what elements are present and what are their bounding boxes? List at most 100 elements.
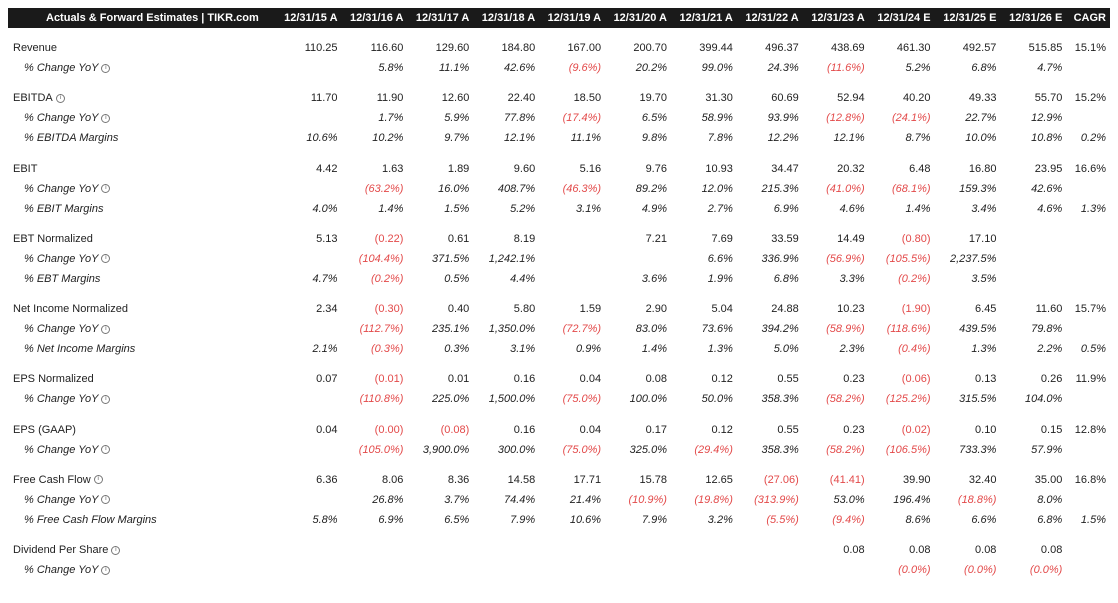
metric-label: % Change YoY (8, 249, 276, 269)
metric-row: EPS (GAAP) 0.04 (0.00) (0.08) 0.16 0.04 0.17 0.… (8, 420, 1110, 440)
value-cell (539, 229, 605, 249)
period-header[interactable]: 12/31/25 E (934, 8, 1001, 28)
cagr-cell: 1.5% (1080, 513, 1106, 526)
metric-label: % Change YoY (8, 319, 276, 339)
period-header[interactable]: 12/31/17 A (407, 8, 474, 28)
value-cell (1000, 229, 1066, 249)
value-cell: (0.00) (374, 423, 404, 436)
value-cell: 4.6% (839, 202, 865, 215)
period-header[interactable]: 12/31/21 A (670, 8, 737, 28)
period-header[interactable]: 12/31/26 E (1000, 8, 1067, 28)
period-header[interactable]: 12/31/24 E (868, 8, 935, 28)
metric-subrow: % Change YoY (63.2%) 16.0% 408.7% (46.3%) 89.… (8, 179, 1110, 199)
value-cell: 24.88 (771, 303, 799, 316)
value-cell (539, 540, 605, 560)
metric-label: EBT Normalized (8, 229, 276, 249)
info-icon[interactable] (101, 113, 111, 123)
value-cell: 50.0% (701, 393, 733, 406)
value-cell: 7.21 (645, 232, 667, 245)
period-header[interactable]: 12/31/20 A (605, 8, 671, 28)
metric-label: EPS (GAAP) (8, 420, 276, 440)
metric-label: % Change YoY (8, 440, 276, 460)
period-header[interactable]: 12/31/15 A (275, 8, 342, 28)
value-cell: (112.7%) (359, 323, 404, 336)
value-cell: (12.8%) (826, 112, 865, 125)
info-icon[interactable] (101, 324, 111, 334)
value-cell: (0.30) (374, 303, 404, 316)
info-icon[interactable] (101, 63, 111, 73)
info-icon[interactable] (101, 184, 111, 194)
value-cell: 300.0% (497, 443, 536, 456)
value-cell: 12.1% (504, 132, 536, 145)
value-cell (407, 560, 473, 580)
metric-subrow: % Change YoY (104.4%) 371.5% 1,242.1% 6.6% 33… (8, 249, 1110, 269)
period-header[interactable]: 12/31/16 A (341, 8, 408, 28)
period-header[interactable]: 12/31/18 A (473, 8, 540, 28)
value-cell: 1.3% (971, 343, 997, 356)
value-cell: 116.60 (370, 42, 404, 55)
metric-label-text: % Change YoY (24, 182, 99, 195)
value-cell (539, 249, 605, 269)
value-cell: 336.9% (761, 252, 799, 265)
metric-label-text: Dividend Per Share (13, 544, 109, 557)
value-cell (605, 249, 671, 269)
metric-subrow: % Change YoY (112.7%) 235.1% 1,350.0% (72.7%… (8, 319, 1110, 339)
value-cell: (27.06) (763, 473, 799, 486)
metric-subrow: % Change YoY 5.8% 11.1% 42.6% (9.6%) 20.2% 99.… (8, 58, 1110, 78)
metric-label-text: % Change YoY (24, 443, 99, 456)
cagr-cell: 1.3% (1080, 202, 1106, 215)
value-cell: (17.4%) (562, 112, 602, 125)
value-cell: 7.8% (707, 132, 733, 145)
cagr-cell (1066, 179, 1110, 199)
info-icon[interactable] (101, 254, 111, 264)
value-cell: 0.08 (843, 544, 865, 557)
period-header[interactable]: 12/31/22 A (736, 8, 803, 28)
metric-label-text: % Free Cash Flow Margins (24, 513, 157, 526)
cagr-cell: 16.8% (1074, 473, 1106, 486)
info-icon[interactable] (101, 395, 111, 405)
value-cell: 2.90 (645, 303, 667, 316)
value-cell (671, 540, 737, 560)
info-icon[interactable] (55, 93, 65, 103)
metric-row: EBITDA 11.70 11.90 12.60 22.40 18.50 19.70 31.3… (8, 88, 1110, 108)
info-icon[interactable] (101, 445, 111, 455)
value-cell: 1,242.1% (488, 252, 536, 265)
value-cell (276, 58, 342, 78)
value-cell: 16.80 (968, 162, 997, 175)
metric-label-text: % Change YoY (24, 393, 99, 406)
value-cell: 7.9% (510, 513, 536, 526)
value-cell: 26.8% (372, 493, 404, 506)
metric-label-text: EBT Normalized (13, 232, 93, 245)
info-icon[interactable] (101, 565, 111, 575)
metric-label-text: % EBITDA Margins (24, 132, 119, 145)
cagr-cell: 15.2% (1074, 92, 1106, 105)
value-cell: 3,900.0% (422, 443, 470, 456)
period-header[interactable]: 12/31/19 A (539, 8, 606, 28)
table-title: Actuals & Forward Estimates | TIKR.com (8, 8, 276, 28)
metric-subrow: % Change YoY 26.8% 3.7% 74.4% 21.4% (10.9%) (1… (8, 490, 1110, 510)
info-icon[interactable] (111, 545, 121, 555)
value-cell: 10.6% (306, 132, 338, 145)
value-cell: 18.50 (573, 92, 602, 105)
value-cell: 0.23 (843, 423, 865, 436)
spacer-cell (8, 410, 1110, 420)
value-cell: 40.20 (903, 92, 931, 105)
value-cell: 77.8% (504, 112, 536, 125)
value-cell (671, 560, 737, 580)
period-header[interactable]: 12/31/23 A (802, 8, 869, 28)
value-cell: 10.93 (705, 162, 733, 175)
value-cell: 0.04 (316, 423, 338, 436)
value-cell: 93.9% (767, 112, 799, 125)
info-icon[interactable] (101, 495, 111, 505)
value-cell: 11.70 (310, 92, 338, 105)
value-cell: 6.9% (773, 202, 799, 215)
info-icon[interactable] (93, 475, 103, 485)
metric-label: EPS Normalized (8, 369, 276, 389)
value-cell: 100.0% (629, 393, 667, 406)
metric-label: % EBT Margins (8, 269, 276, 289)
estimates-panel: Actuals & Forward Estimates | TIKR.com 1… (0, 8, 1118, 603)
metric-label: Net Income Normalized (8, 299, 276, 319)
value-cell: 0.55 (777, 423, 799, 436)
value-cell (276, 108, 342, 128)
value-cell: 6.45 (975, 303, 997, 316)
